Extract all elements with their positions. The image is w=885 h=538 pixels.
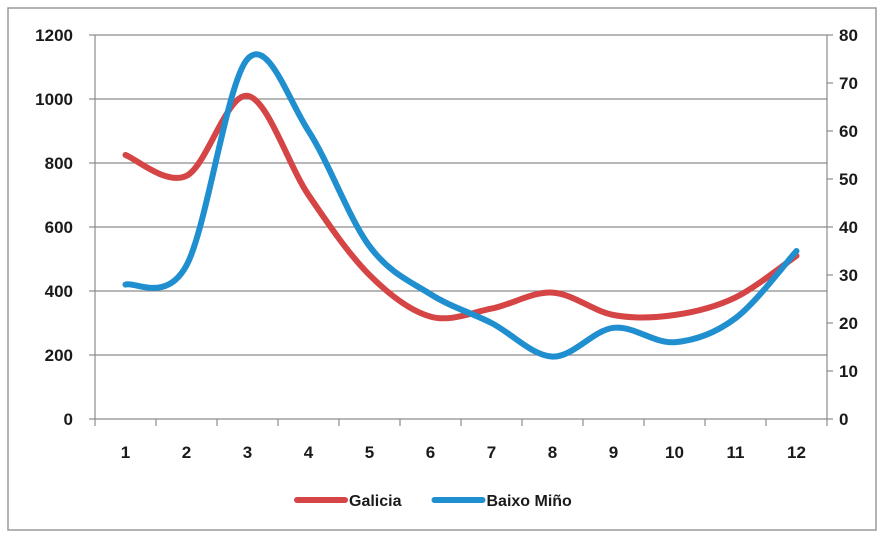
left-tick-label: 600: [45, 218, 73, 237]
legend-item: Galicia: [297, 493, 402, 510]
legend-label: Galicia: [349, 493, 402, 510]
x-tick-label: 3: [243, 443, 252, 462]
legend-label: Baixo Miño: [486, 493, 572, 510]
series-lines: [125, 54, 797, 357]
right-tick-label: 50: [839, 170, 858, 189]
x-tick-label: 4: [304, 443, 314, 462]
legend-item: Baixo Miño: [434, 493, 572, 510]
right-tick-label: 80: [839, 26, 858, 45]
chart-border: [8, 8, 876, 530]
right-tick-label: 40: [839, 218, 858, 237]
x-tick-label: 2: [182, 443, 191, 462]
right-tick-label: 60: [839, 122, 858, 141]
left-tick-label: 0: [64, 410, 73, 429]
left-tick-label: 200: [45, 346, 73, 365]
x-tick-label: 10: [665, 443, 684, 462]
x-tick-label: 8: [548, 443, 557, 462]
x-tick-label: 7: [487, 443, 496, 462]
right-tick-label: 20: [839, 314, 858, 333]
x-tick-label: 9: [609, 443, 618, 462]
right-tick-label: 70: [839, 74, 858, 93]
right-tick-label: 30: [839, 266, 858, 285]
left-axis-ticks: 0 200 400 600 800 1000 1200: [35, 26, 95, 429]
x-tick-label: 5: [365, 443, 374, 462]
right-tick-label: 0: [839, 410, 848, 429]
left-tick-label: 800: [45, 154, 73, 173]
right-tick-label: 10: [839, 362, 858, 381]
x-tick-label: 1: [121, 443, 130, 462]
x-tick-label: 12: [787, 443, 806, 462]
left-tick-label: 400: [45, 282, 73, 301]
x-axis-ticks: 1 2 3 4 5 6 7 8 9 10 11 12: [95, 419, 827, 462]
x-tick-label: 6: [426, 443, 435, 462]
left-tick-label: 1000: [35, 90, 73, 109]
legend: Galicia Baixo Miño: [297, 493, 572, 510]
x-tick-label: 11: [727, 443, 745, 462]
right-axis-ticks: 0 10 20 30 40 50 60 70 80: [827, 26, 858, 429]
left-tick-label: 1200: [35, 26, 73, 45]
